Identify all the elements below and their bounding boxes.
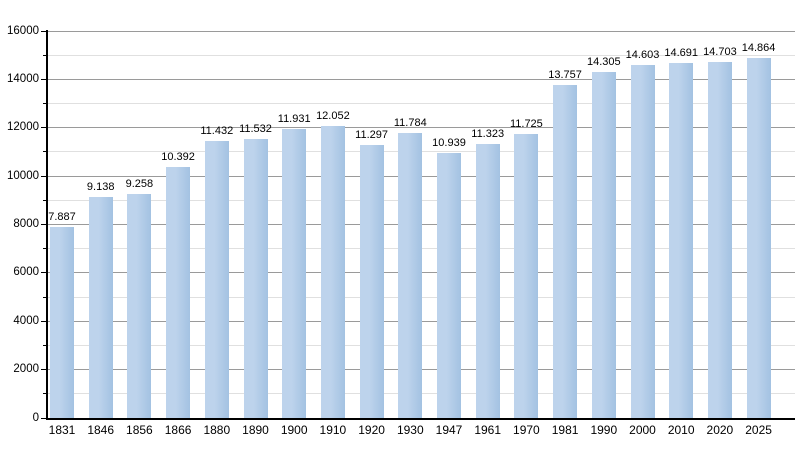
x-axis-tick-label: 1900 (280, 423, 308, 437)
bar (359, 144, 384, 418)
x-axis-tick-label: 1880 (203, 423, 231, 437)
bar (127, 194, 152, 418)
y-axis-minor-tick (43, 199, 46, 201)
bar (553, 85, 578, 418)
bar-value-label: 11.532 (239, 123, 272, 136)
y-axis-minor-tick (43, 103, 46, 105)
bar-value-label: 10.939 (432, 137, 466, 150)
bar-value-label: 14.703 (703, 46, 737, 59)
x-axis-tick-label: 2010 (667, 423, 695, 437)
bar-value-label: 11.297 (355, 128, 388, 141)
y-axis-line (46, 30, 48, 420)
bar-value-label: 14.305 (586, 55, 621, 68)
y-axis-minor-tick (43, 344, 46, 346)
bar (475, 144, 500, 418)
x-axis-tick-label: 1961 (474, 423, 502, 437)
bar-value-label: 7.887 (48, 211, 76, 224)
bar-value-label: 12.052 (316, 110, 350, 123)
plot-area: 0 2000 4000 6000 8000 10000 12000 14000 16000 7.8… (7, 25, 795, 437)
bar-value-label: 11.931 (277, 113, 311, 126)
y-axis-tick-label: 2000 (13, 363, 39, 376)
bar (746, 58, 771, 418)
bar-value-label: 11.725 (509, 118, 543, 131)
bar (50, 227, 74, 418)
bar (514, 134, 539, 418)
gridline-major (48, 78, 795, 80)
bar (591, 71, 616, 418)
x-axis-tick-label: 1920 (358, 423, 385, 437)
y-axis-major-tick (41, 175, 46, 177)
y-axis-major-tick (41, 369, 46, 371)
gridline-major (48, 127, 795, 129)
y-axis-tick-label: 12000 (7, 121, 39, 134)
y-axis-major-tick (41, 417, 46, 419)
x-axis-tick-label: 1930 (396, 423, 424, 437)
bar (320, 126, 345, 418)
y-axis-tick-label: 16000 (7, 24, 39, 37)
y-axis-minor-tick (43, 151, 46, 153)
x-axis-tick-label: 2020 (706, 423, 734, 437)
y-axis-major-tick (41, 320, 46, 322)
bar (166, 166, 191, 418)
y-axis-minor-tick (43, 54, 46, 56)
y-axis-major-tick (41, 224, 46, 225)
y-axis-tick-label: 8000 (13, 218, 39, 230)
gridline-major (48, 30, 795, 32)
x-axis-line (46, 418, 795, 420)
bar (437, 153, 461, 418)
x-axis-tick-label: 1866 (164, 423, 192, 437)
bar (630, 64, 655, 418)
bar (88, 196, 113, 418)
bar-value-label: 9.258 (125, 178, 154, 191)
x-axis-tick-label: 1910 (319, 423, 347, 437)
bar (707, 62, 732, 418)
bar-value-label: 11.432 (200, 125, 234, 138)
x-axis-tick-label: 1890 (242, 423, 269, 437)
bar-value-label: 10.392 (161, 150, 195, 163)
bar (243, 139, 268, 418)
gridline-minor (48, 103, 795, 105)
x-axis-tick-label: 1947 (435, 423, 463, 437)
y-axis-tick-label: 14000 (7, 72, 39, 85)
x-axis-tick-label: 1856 (126, 423, 153, 437)
y-axis-minor-tick (43, 393, 46, 395)
bar-value-label: 11.323 (471, 128, 505, 141)
bar (204, 141, 229, 418)
x-axis-tick-label: 1970 (513, 423, 540, 437)
bar-value-label: 14.691 (664, 46, 699, 59)
y-axis-minor-tick (43, 296, 46, 298)
y-axis-tick-label: 4000 (13, 314, 39, 327)
y-axis-major-tick (41, 30, 46, 32)
bar (669, 62, 694, 418)
y-axis-minor-tick (43, 248, 46, 250)
bar (398, 132, 423, 418)
bar-value-label: 11.784 (393, 116, 427, 129)
x-axis-tick-label: 1846 (87, 423, 115, 437)
bar-value-label: 14.603 (625, 48, 660, 61)
y-axis-tick-label: 6000 (13, 266, 39, 279)
x-axis-tick-label: 1981 (551, 423, 579, 437)
x-axis-tick-label: 1831 (48, 423, 76, 437)
bar-value-label: 14.864 (741, 42, 776, 55)
y-axis-tick-label: 0 (32, 411, 39, 424)
bar-value-label: 13.757 (548, 69, 582, 82)
y-axis-major-tick (41, 272, 46, 274)
bar (282, 129, 307, 418)
gridline-minor (48, 54, 795, 56)
y-axis-major-tick (41, 127, 46, 129)
y-axis-tick-label: 10000 (7, 169, 39, 182)
x-axis-tick-label: 2000 (629, 423, 656, 437)
x-axis-tick-label: 1990 (590, 423, 618, 437)
x-axis-tick-label: 2025 (745, 423, 772, 437)
y-axis-major-tick (41, 78, 46, 80)
bar-value-label: 9.138 (86, 180, 115, 193)
